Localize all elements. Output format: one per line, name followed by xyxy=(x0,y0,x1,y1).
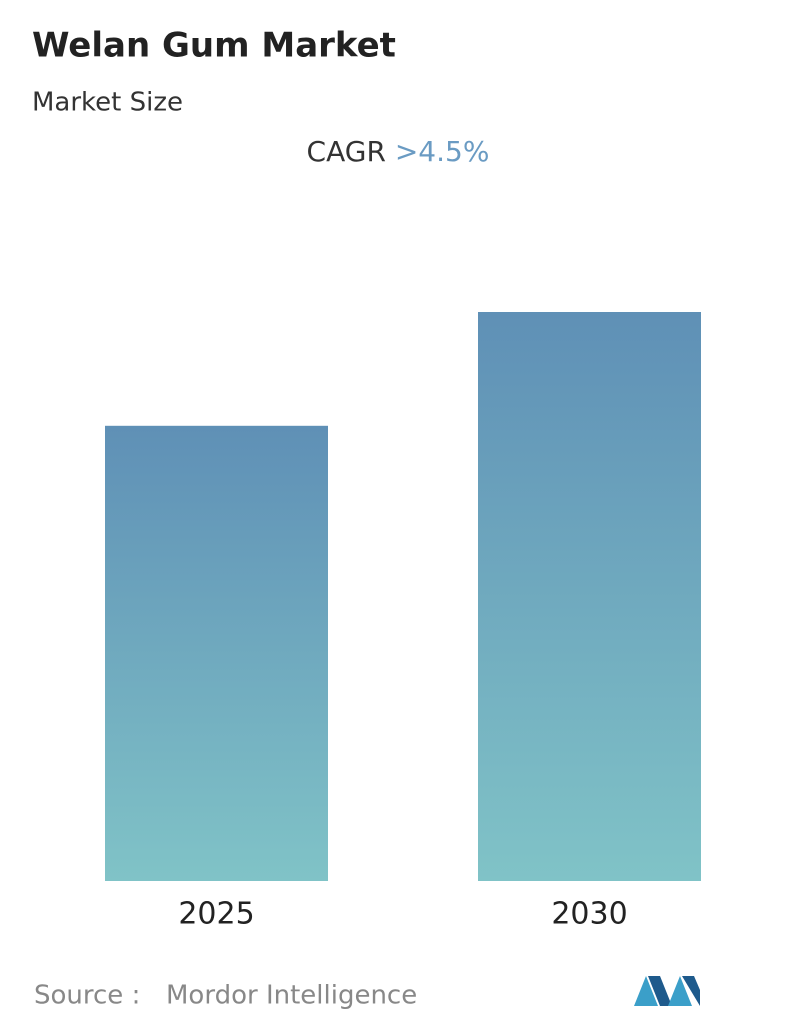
bar xyxy=(105,425,328,881)
source-label: Source : xyxy=(34,981,140,1011)
cagr: CAGR >4.5% xyxy=(307,135,490,168)
cagr-value: >4.5% xyxy=(395,135,490,168)
chart-subtitle: Market Size xyxy=(32,88,183,118)
x-tick-label: 2025 xyxy=(178,897,254,932)
logo xyxy=(634,976,700,1006)
bar xyxy=(478,312,701,881)
source: Mordor Intelligence xyxy=(166,981,417,1011)
chart-title: Welan Gum Market xyxy=(32,26,396,66)
x-tick-label: 2030 xyxy=(551,897,627,932)
cagr-label: CAGR xyxy=(307,135,386,168)
